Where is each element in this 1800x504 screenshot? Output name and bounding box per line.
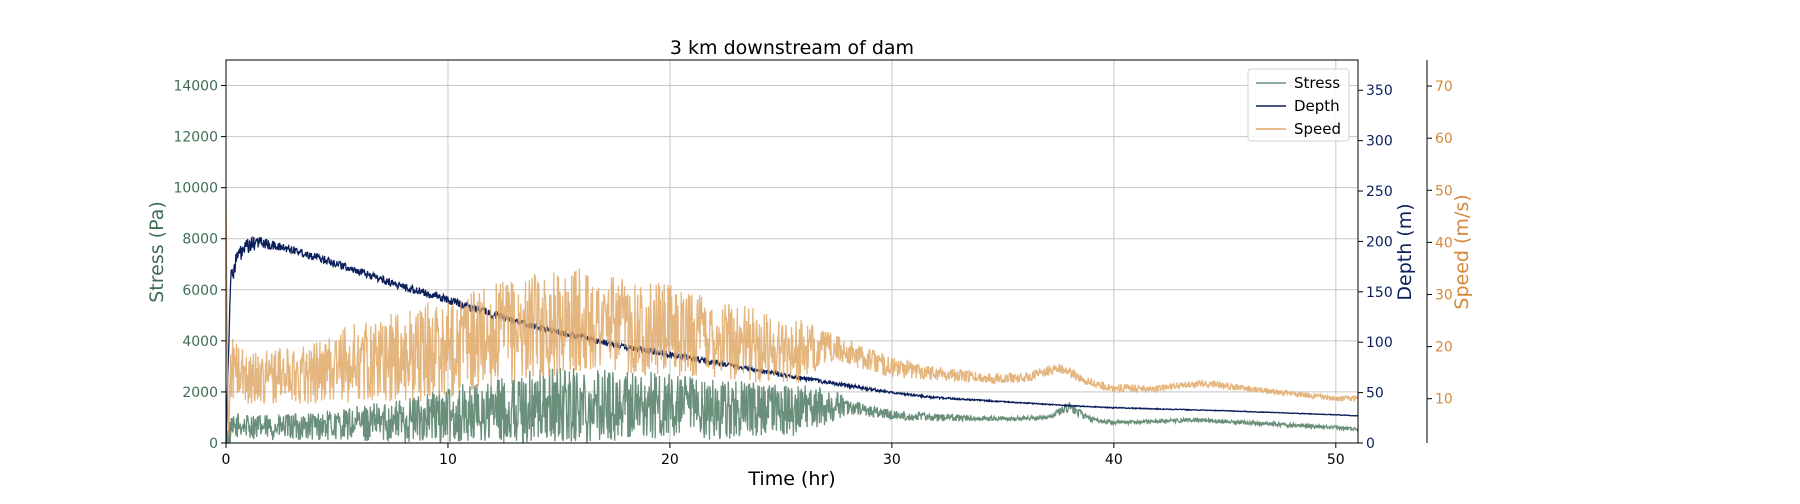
depth-tick-label: 50 xyxy=(1366,386,1384,402)
depth-tick-label: 300 xyxy=(1366,134,1393,150)
depth-tick-label: 350 xyxy=(1366,83,1393,99)
depth-tick-label: 150 xyxy=(1366,285,1393,301)
stress-tick-label: 4000 xyxy=(182,334,218,350)
legend-label-depth: Depth xyxy=(1294,97,1340,115)
x-tick-label: 0 xyxy=(222,452,231,468)
depth-tick-label: 200 xyxy=(1366,234,1393,250)
speed-axis-title: Speed (m/s) xyxy=(1451,194,1473,309)
stress-tick-label: 6000 xyxy=(182,283,218,299)
chart-title: 3 km downstream of dam xyxy=(670,37,914,59)
stress-tick-label: 8000 xyxy=(182,232,218,248)
speed-tick-label: 10 xyxy=(1435,392,1453,408)
depth-tick-label: 100 xyxy=(1366,335,1393,351)
stress-tick-label: 10000 xyxy=(173,181,218,197)
x-tick-label: 30 xyxy=(883,452,901,468)
speed-tick-label: 60 xyxy=(1435,131,1453,147)
legend-label-stress: Stress xyxy=(1294,74,1340,92)
x-tick-label: 40 xyxy=(1105,452,1123,468)
legend-label-speed: Speed xyxy=(1294,120,1341,138)
depth-axis-title: Depth (m) xyxy=(1394,203,1416,300)
x-tick-label: 50 xyxy=(1327,452,1345,468)
x-axis-title: Time (hr) xyxy=(747,468,835,490)
stress-axis-title: Stress (Pa) xyxy=(146,201,168,303)
stress-tick-label: 14000 xyxy=(173,79,218,95)
stress-tick-label: 0 xyxy=(209,436,218,452)
stress-tick-label: 12000 xyxy=(173,130,218,146)
speed-tick-label: 20 xyxy=(1435,340,1453,356)
depth-tick-label: 250 xyxy=(1366,184,1393,200)
speed-tick-label: 70 xyxy=(1435,79,1453,95)
stress-tick-label: 2000 xyxy=(182,385,218,401)
x-tick-label: 10 xyxy=(439,452,457,468)
legend: Stress Depth Speed xyxy=(1248,69,1349,141)
x-tick-label: 20 xyxy=(661,452,679,468)
depth-tick-label: 0 xyxy=(1366,436,1375,452)
